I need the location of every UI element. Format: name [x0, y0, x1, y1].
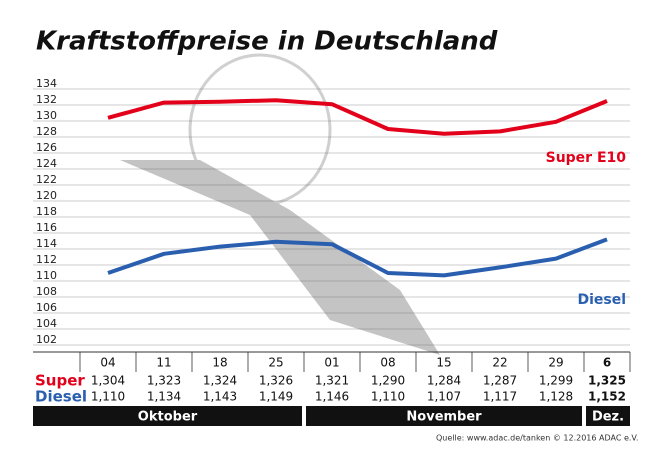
value-label: 1,149	[259, 390, 293, 404]
value-label: 1,325	[588, 374, 626, 388]
x-tick-label: 08	[380, 356, 395, 370]
y-tick-label: 108	[36, 285, 57, 298]
x-tick-label: 11	[156, 356, 171, 370]
x-tick-label: 01	[324, 356, 339, 370]
value-label: 1,324	[203, 374, 237, 388]
chart-title: Kraftstoffpreise in Deutschland	[36, 27, 498, 57]
decoration	[120, 53, 440, 355]
month-label: Dez.	[592, 410, 624, 425]
value-label: 1,152	[588, 390, 626, 404]
value-label: 1,304	[91, 374, 125, 388]
y-tick-label: 112	[36, 253, 57, 266]
month-bar	[33, 406, 302, 426]
x-tick-label: 04	[100, 356, 115, 370]
value-label: 1,134	[147, 390, 181, 404]
series-line	[107, 237, 608, 278]
value-label: 1,299	[539, 374, 573, 388]
series-line	[107, 98, 608, 136]
month-bar	[586, 406, 630, 426]
value-label: 1,284	[427, 374, 461, 388]
x-tick-label: 18	[212, 356, 227, 370]
y-tick-label: 134	[36, 77, 57, 90]
row-label: Diesel	[35, 388, 87, 406]
y-tick-label: 118	[36, 205, 57, 218]
x-tick-label: 6	[603, 356, 611, 370]
y-tick-label: 132	[36, 93, 57, 106]
value-label: 1,326	[259, 374, 293, 388]
row-label: Super	[35, 372, 85, 390]
source: Quelle: www.adac.de/tanken © 12.2016 ADA…	[436, 434, 638, 443]
month-label: Oktober	[138, 410, 198, 425]
value-label: 1,110	[371, 390, 405, 404]
value-label: 1,143	[203, 390, 237, 404]
month-label: November	[406, 410, 482, 425]
x-tick-label: 29	[548, 356, 563, 370]
y-tick-label: 110	[36, 269, 57, 282]
value-label: 1,323	[147, 374, 181, 388]
y-tick-label: 114	[36, 237, 57, 250]
y-tick-label: 124	[36, 157, 57, 170]
value-label: 1,110	[91, 390, 125, 404]
y-tick-label: 120	[36, 189, 57, 202]
value-label: 1,321	[315, 374, 349, 388]
value-label: 1,290	[371, 374, 405, 388]
y-tick-label: 104	[36, 317, 57, 330]
y-tick-label: 126	[36, 141, 57, 154]
x-tick-label: 25	[268, 356, 283, 370]
y-tick-label: 130	[36, 109, 57, 122]
value-label: 1,128	[539, 390, 573, 404]
x-tick-label: 15	[436, 356, 451, 370]
y-tick-label: 122	[36, 173, 57, 186]
value-label: 1,146	[315, 390, 349, 404]
x-tick-label: 22	[492, 356, 507, 370]
month-bar	[306, 406, 582, 426]
value-label: 1,287	[483, 374, 517, 388]
legend-label: Super E10	[546, 150, 627, 166]
grid	[33, 88, 630, 346]
y-tick-label: 128	[36, 125, 57, 138]
y-tick-label: 106	[36, 301, 57, 314]
y-tick-label: 116	[36, 221, 57, 234]
value-label: 1,117	[483, 390, 517, 404]
legend-label: Diesel	[577, 292, 626, 308]
y-tick-label: 102	[36, 333, 57, 346]
value-label: 1,107	[427, 390, 461, 404]
